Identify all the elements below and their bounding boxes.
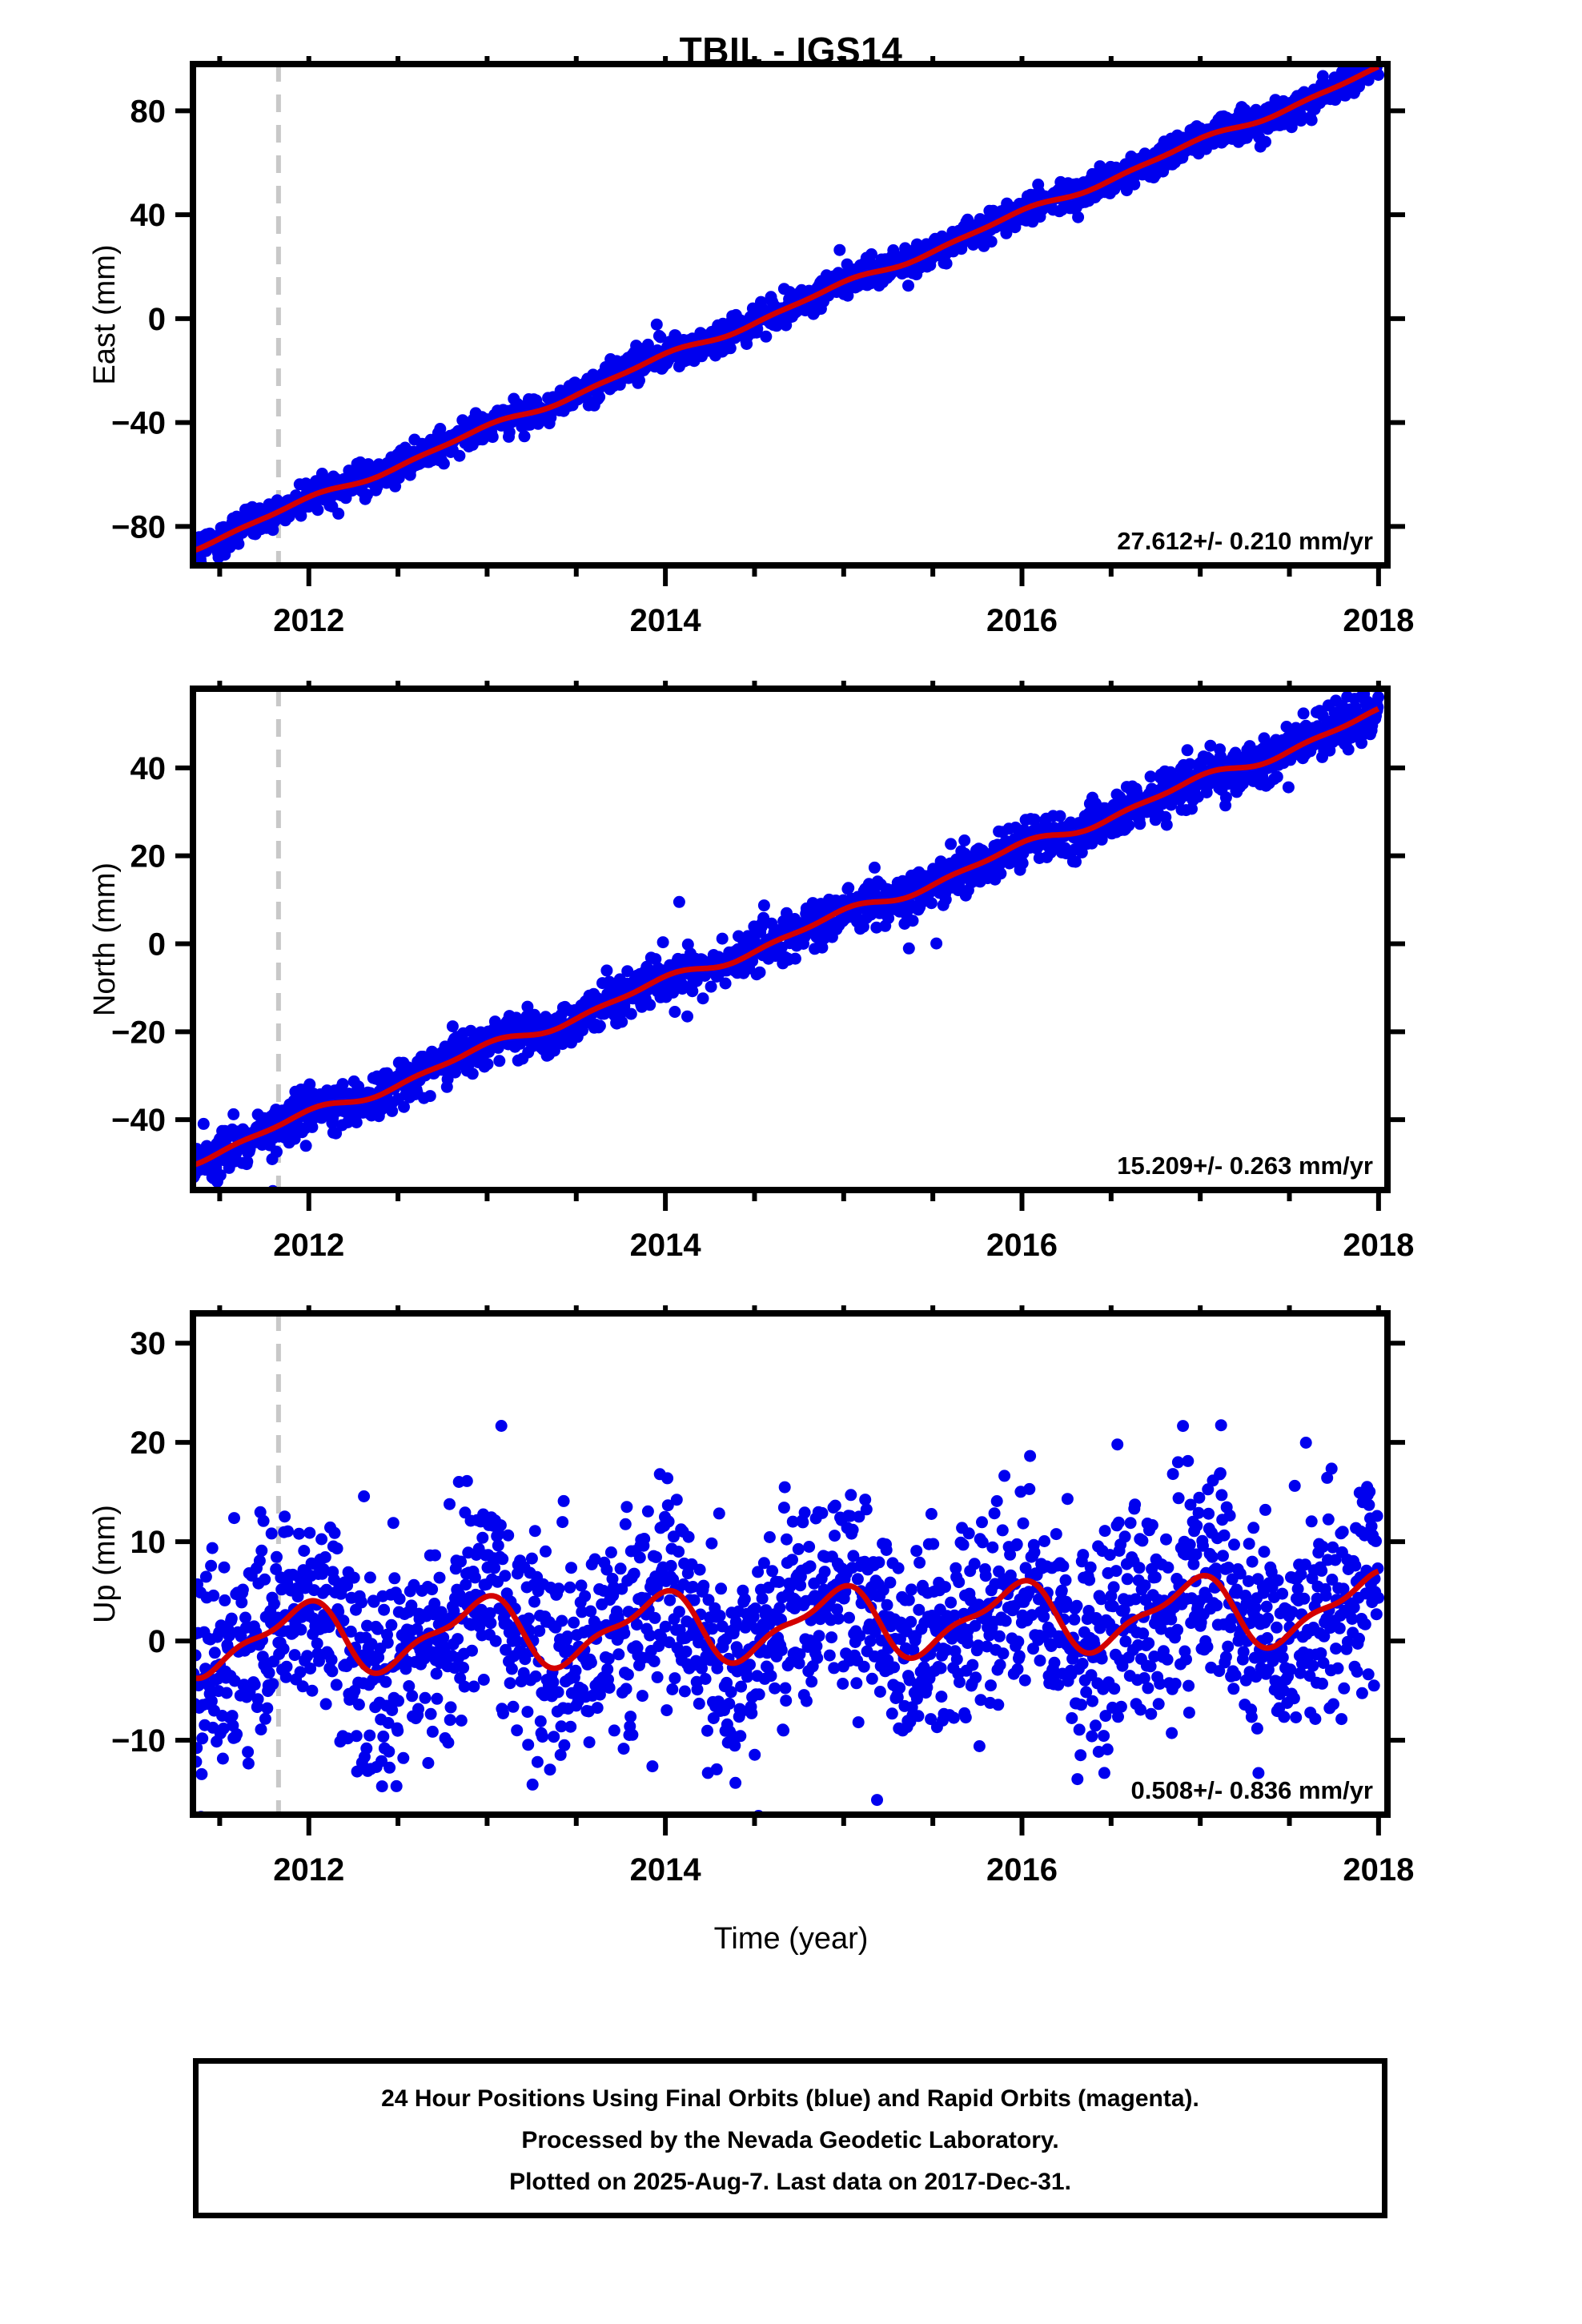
x-tick-label: 2016 <box>986 1228 1058 1263</box>
y-tick-label: 40 <box>130 751 167 786</box>
panel-north-svg: 40 20 0 −20 −40 2012 2014 2016 2018 15.209+/- 0.2… <box>111 681 1414 1263</box>
x-tick-label: 2018 <box>1343 603 1414 638</box>
x-tick-label: 2018 <box>1343 1852 1414 1888</box>
caption-line-1: 24 Hour Positions Using Final Orbits (bl… <box>381 2085 1199 2112</box>
x-tick-label: 2012 <box>273 1852 344 1888</box>
y-axis-title: East (mm) <box>88 244 122 385</box>
y-axis-title: Up (mm) <box>88 1505 122 1623</box>
model-fit-line <box>193 64 1380 554</box>
plot-frame <box>190 1310 1391 1818</box>
y-tick-label: 0 <box>148 1624 166 1659</box>
rate-annotation: 27.612+/- 0.210 mm/yr <box>1117 527 1373 555</box>
y-tick-label: 30 <box>130 1326 167 1361</box>
y-tick-label: 20 <box>130 1425 167 1461</box>
y-tick-label: −40 <box>111 406 166 441</box>
x-tick-label: 2014 <box>630 1852 702 1888</box>
y-tick-label: 20 <box>130 839 167 875</box>
data-points-layer <box>193 1419 1385 1815</box>
x-tick-label: 2016 <box>986 1852 1058 1888</box>
x-tick-label: 2012 <box>273 1228 344 1263</box>
x-axis-title: Time (year) <box>713 1922 869 1956</box>
y-tick-label: −40 <box>111 1103 166 1138</box>
panel-up: 30 20 10 0 −10 2012 2014 2016 2018 0.508+/- 0.836… <box>0 1305 1582 1914</box>
x-tick-label: 2018 <box>1343 1228 1414 1263</box>
x-tick-label: 2014 <box>630 603 702 638</box>
y-tick-label: 0 <box>148 302 166 337</box>
panel-up-svg: 30 20 10 0 −10 2012 2014 2016 2018 0.508+/- 0.836… <box>111 1305 1414 1888</box>
y-axis-title: North (mm) <box>88 862 122 1017</box>
data-points-layer <box>193 64 1385 565</box>
x-tick-label: 2014 <box>630 1228 702 1263</box>
caption-line-3: Plotted on 2025-Aug-7. Last data on 2017… <box>509 2169 1071 2195</box>
caption-line-2: Processed by the Nevada Geodetic Laborat… <box>521 2127 1059 2153</box>
model-fit-line <box>193 1568 1379 1682</box>
y-tick-label: 80 <box>130 94 167 129</box>
panel-north: 40 20 0 −20 −40 2012 2014 2016 2018 15.209+/- 0.2… <box>0 681 1582 1289</box>
y-tick-label: −10 <box>111 1723 166 1759</box>
model-fit-line <box>193 706 1380 1168</box>
panel-east-svg: 80 40 0 −40 −80 2012 2014 2016 2018 27.612+/- 0.2… <box>111 56 1414 638</box>
plot-frame <box>190 686 1391 1193</box>
y-tick-label: 10 <box>130 1525 167 1560</box>
plot-frame <box>190 61 1391 569</box>
y-tick-label: 0 <box>148 927 166 962</box>
y-tick-label: −80 <box>111 509 166 545</box>
caption-box: 24 Hour Positions Using Final Orbits (bl… <box>193 2058 1387 2218</box>
rate-annotation: 0.508+/- 0.836 mm/yr <box>1131 1776 1373 1804</box>
x-tick-label: 2012 <box>273 603 344 638</box>
y-tick-label: −20 <box>111 1015 166 1050</box>
y-tick-label: 40 <box>130 198 167 233</box>
x-tick-label: 2016 <box>986 603 1058 638</box>
panel-east: 80 40 0 −40 −80 2012 2014 2016 2018 27.612+/- 0.2… <box>0 56 1582 665</box>
rate-annotation: 15.209+/- 0.263 mm/yr <box>1117 1152 1373 1180</box>
